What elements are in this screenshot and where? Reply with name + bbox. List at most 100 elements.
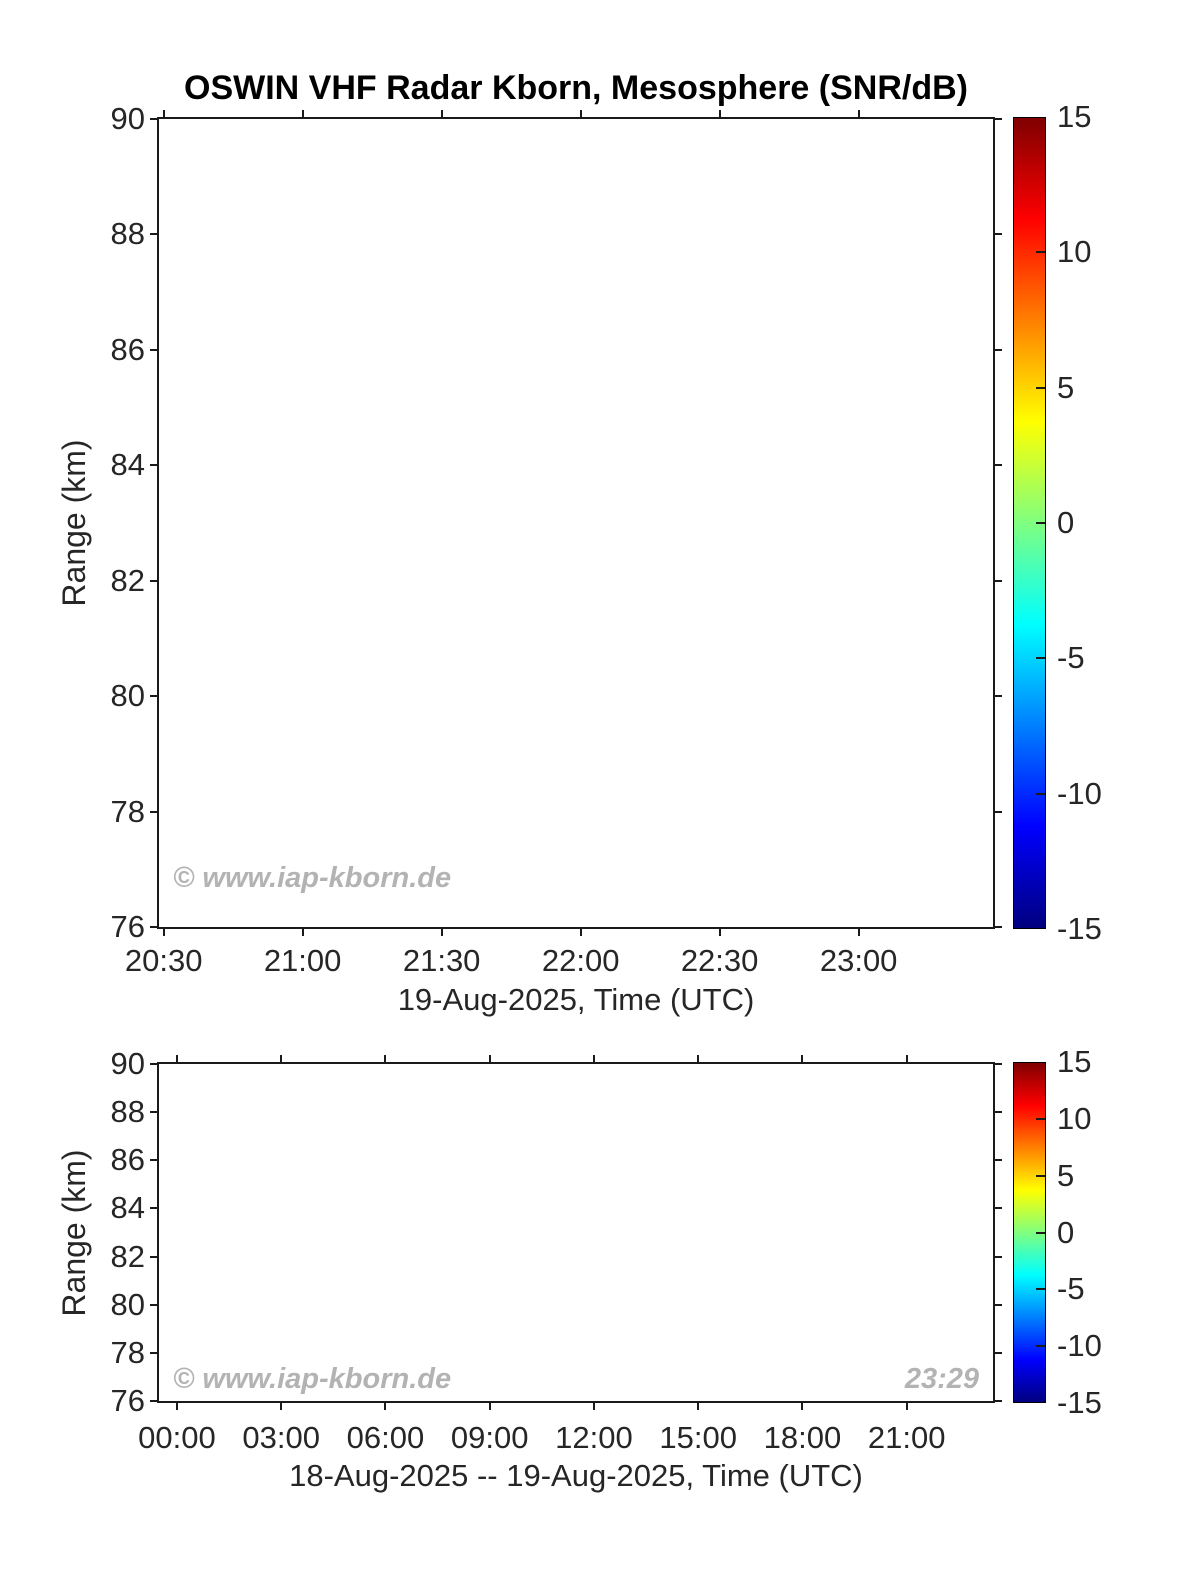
tick-mark <box>384 1401 387 1410</box>
tick-mark <box>579 110 582 119</box>
tick-mark <box>993 1303 1002 1306</box>
colorbar-tick-label: -10 <box>1057 775 1102 811</box>
tick-mark <box>857 110 860 119</box>
tick-strip <box>159 1055 993 1064</box>
watermark: © www.iap-kborn.de <box>173 1363 452 1395</box>
tick-mark <box>1036 1345 1045 1348</box>
x-tick-label: 09:00 <box>450 1420 529 1455</box>
tick-mark <box>150 1207 159 1210</box>
tick-mark <box>1036 1117 1045 1120</box>
y-tick-label: 84 <box>110 447 145 483</box>
tick-mark <box>1036 792 1045 795</box>
tick-mark <box>993 464 1002 467</box>
tick-mark <box>280 1401 283 1410</box>
tick-mark <box>1036 1231 1045 1234</box>
colorbar-tick-labels: 15 10 5 0 -5 -10 -15 <box>1057 101 1147 945</box>
y-axis-label: Range (km) <box>56 439 92 607</box>
y-tick-label: 80 <box>110 678 145 714</box>
page-title: OSWIN VHF Radar Kborn, Mesosphere (SNR/d… <box>184 69 968 107</box>
top-plot-box: OSWIN VHF Radar Kborn, Mesosphere (SNR/d… <box>56 69 1002 1017</box>
tick-mark <box>150 118 159 120</box>
colorbar-tick-label: 5 <box>1057 1157 1075 1193</box>
y-tick-label: 82 <box>110 1238 145 1274</box>
tick-mark <box>1036 386 1045 389</box>
y-tick-labels: 90 88 86 84 82 80 78 76 <box>55 1048 145 1417</box>
tick-mark <box>301 110 304 119</box>
colorbar-ticks <box>1036 117 1045 929</box>
tick-mark <box>592 1401 595 1410</box>
tick-mark <box>801 1055 804 1064</box>
tick-mark <box>993 1207 1002 1210</box>
y-tick-label: 86 <box>110 331 145 367</box>
y-tick-label: 88 <box>110 1094 145 1130</box>
x-axis-label: 18-Aug-2025 -- 19-Aug-2025, Time (UTC) <box>289 1458 863 1493</box>
tick-strip <box>993 1063 1002 1402</box>
x-tick-label: 12:00 <box>555 1420 633 1455</box>
tick-strip <box>159 927 993 936</box>
colorbar: 15 10 5 0 -5 -10 -15 <box>1013 101 1102 945</box>
tick-mark <box>175 1401 178 1410</box>
tick-mark <box>280 1055 283 1064</box>
tick-mark <box>993 1400 1002 1402</box>
colorbar-tick-label: -5 <box>1057 640 1085 676</box>
colorbar-tick-label: 10 <box>1057 1100 1092 1136</box>
tick-mark <box>579 927 582 936</box>
y-tick-label: 90 <box>110 101 145 136</box>
colorbar-ticks <box>1036 1062 1045 1403</box>
colorbar-tick-labels: 15 10 5 0 -5 -10 -15 <box>1057 1046 1147 1419</box>
tick-mark <box>150 1159 159 1162</box>
tick-mark <box>993 926 1002 928</box>
tick-mark <box>1036 1174 1045 1177</box>
tick-mark <box>592 1055 595 1064</box>
y-tick-label: 88 <box>110 216 145 252</box>
y-tick-label: 86 <box>110 1142 145 1178</box>
timestamp: 23:29 <box>904 1363 979 1395</box>
x-tick-label: 15:00 <box>659 1420 737 1455</box>
colorbar-tick-label: 15 <box>1057 99 1092 134</box>
tick-mark <box>905 1055 908 1064</box>
x-tick-label: 23:00 <box>819 943 898 978</box>
tick-mark <box>857 927 860 936</box>
x-tick-label: 20:30 <box>124 943 203 978</box>
tick-mark <box>384 1055 387 1064</box>
tick-mark <box>1036 522 1045 524</box>
tick-mark <box>1036 657 1045 660</box>
tick-mark <box>993 1255 1002 1258</box>
x-tick-labels: 20:30 21:00 21:30 22:00 22:30 23:00 <box>125 943 993 981</box>
x-tick-label: 22:30 <box>680 943 759 978</box>
tick-mark <box>488 1401 491 1410</box>
tick-mark <box>150 464 159 467</box>
tick-mark <box>1036 1288 1045 1291</box>
tick-mark <box>150 1303 159 1306</box>
colorbar-tick-label: -15 <box>1057 911 1102 946</box>
tick-mark <box>801 1401 804 1410</box>
tick-mark <box>697 1055 700 1064</box>
tick-mark <box>718 110 721 119</box>
x-axis-label: 19-Aug-2025, Time (UTC) <box>397 982 755 1017</box>
tick-mark <box>993 118 1002 120</box>
tick-mark <box>718 927 721 936</box>
tick-mark <box>150 1255 159 1258</box>
tick-strip <box>993 118 1002 928</box>
tick-mark <box>150 810 159 813</box>
tick-strip <box>150 1063 159 1402</box>
y-tick-label: 82 <box>110 562 145 598</box>
x-tick-label: 21:30 <box>402 943 481 978</box>
tick-mark <box>993 579 1002 582</box>
y-tick-label: 76 <box>110 909 145 944</box>
watermark: © www.iap-kborn.de <box>173 862 452 894</box>
tick-mark <box>440 110 443 119</box>
tick-strip <box>159 1401 993 1410</box>
x-tick-label: 21:00 <box>867 1420 946 1455</box>
y-axis-label: Range (km) <box>56 1148 92 1317</box>
tick-strip <box>159 110 993 119</box>
colorbar: 15 10 5 0 -5 -10 -15 <box>1013 1046 1102 1419</box>
y-tick-label: 78 <box>110 1334 145 1370</box>
tick-mark <box>150 579 159 582</box>
x-tick-label: 00:00 <box>138 1420 216 1455</box>
y-tick-label: 84 <box>110 1190 145 1226</box>
tick-mark <box>150 1111 159 1114</box>
y-tick-labels: 90 88 86 84 82 80 78 76 <box>55 103 145 943</box>
tick-mark <box>993 1063 1002 1065</box>
